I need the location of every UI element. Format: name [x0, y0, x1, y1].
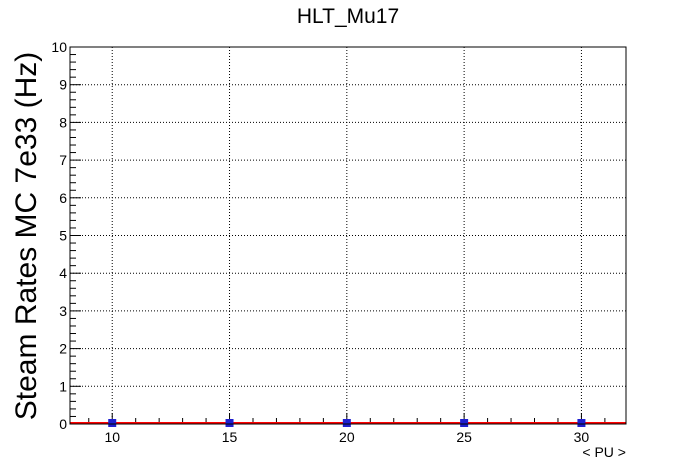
x-tick-label: 15 [222, 429, 238, 445]
y-tick-label: 3 [59, 303, 67, 319]
data-point [108, 419, 117, 427]
y-tick-label: 9 [59, 77, 67, 93]
plot-frame [69, 46, 627, 425]
data-point [460, 419, 469, 427]
data-point [577, 419, 586, 427]
axes: 10 15 20 25 30 0 1 2 3 4 5 6 7 8 9 10 [51, 39, 606, 445]
data-point [342, 419, 351, 427]
y-tick-label: 8 [59, 114, 67, 130]
y-tick-label: 6 [59, 190, 67, 206]
y-tick-label: 4 [59, 265, 67, 281]
x-tick-label: 20 [339, 429, 355, 445]
y-tick-label: 0 [59, 416, 67, 432]
data-point [225, 419, 234, 427]
chart-title: HLT_Mu17 [297, 5, 399, 28]
x-tick-label: 10 [104, 429, 120, 445]
y-tick-label: 1 [59, 378, 67, 394]
y-tick-label: 7 [59, 152, 67, 168]
y-tick-label: 5 [59, 228, 67, 244]
y-tick-label: 10 [51, 39, 67, 55]
y-axis-label: Steam Rates MC 7e33 (Hz) [10, 52, 43, 420]
x-axis-label: < PU > [582, 444, 626, 460]
y-tick-label: 2 [59, 341, 67, 357]
x-tick-label: 30 [574, 429, 590, 445]
data-points [108, 419, 586, 427]
x-tick-label: 25 [456, 429, 472, 445]
